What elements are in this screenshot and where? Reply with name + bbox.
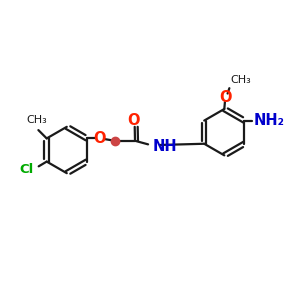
Text: Cl: Cl [19, 163, 33, 176]
Text: CH₃: CH₃ [26, 115, 47, 125]
Text: O: O [220, 90, 232, 105]
Text: NH₂: NH₂ [254, 113, 285, 128]
Text: O: O [93, 131, 106, 146]
Text: O: O [128, 113, 140, 128]
Text: NH: NH [152, 139, 177, 154]
Text: CH₃: CH₃ [231, 75, 252, 85]
